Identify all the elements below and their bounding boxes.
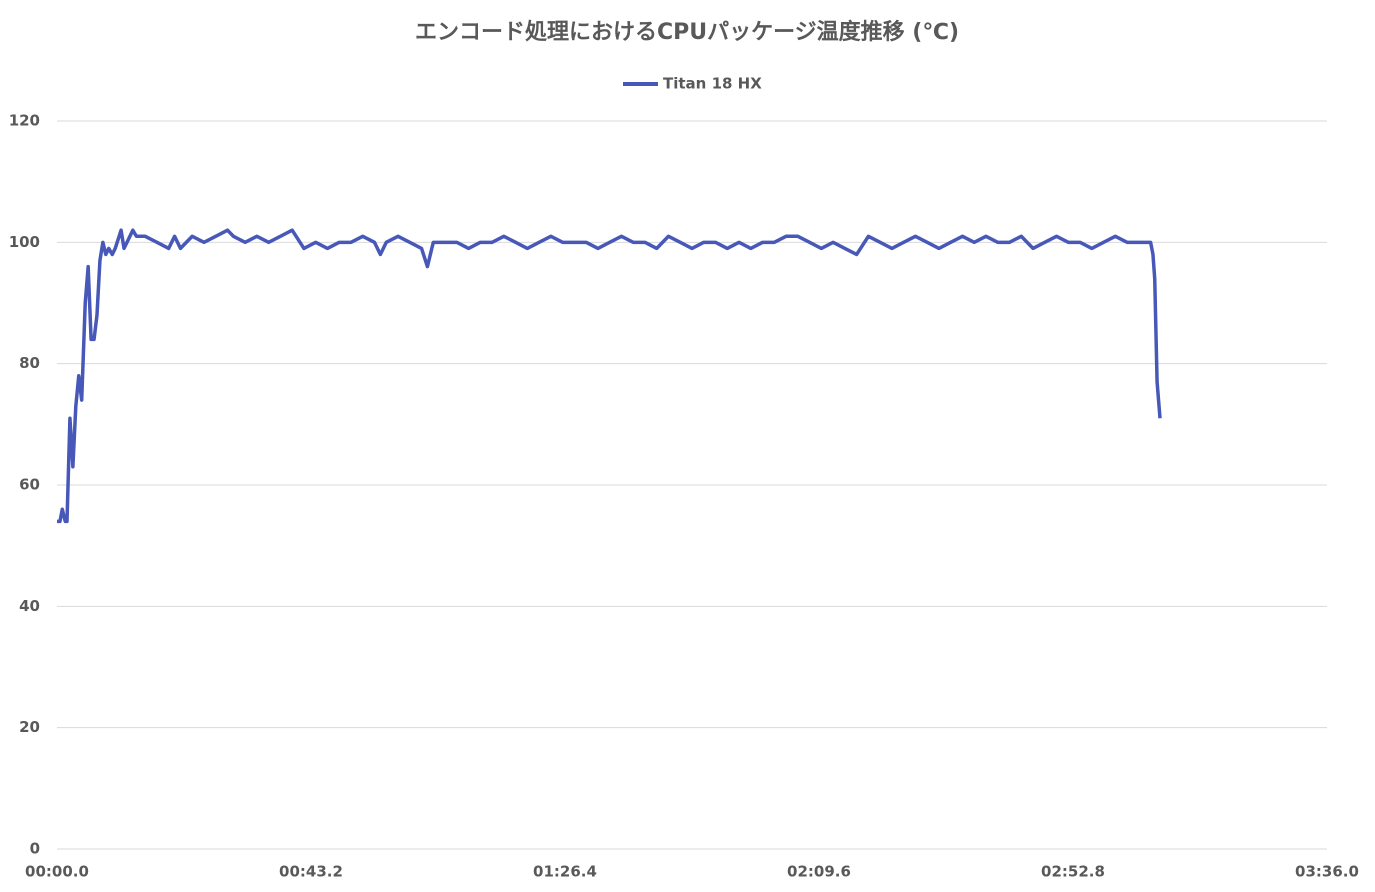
series-line	[57, 228, 1162, 524]
chart-title: エンコード処理におけるCPUパッケージ温度推移 (℃)	[415, 19, 959, 45]
y-tick-label: 60	[19, 476, 40, 494]
y-tick-label: 0	[30, 840, 40, 858]
legend-label: Titan 18 HX	[663, 75, 762, 93]
x-tick-label: 03:36.0	[1295, 863, 1359, 881]
x-tick-label: 00:00.0	[25, 863, 89, 881]
x-tick-label: 02:09.6	[787, 863, 851, 881]
y-tick-label: 120	[9, 112, 40, 130]
x-tick-label: 02:52.8	[1041, 863, 1105, 881]
x-tick-label: 00:43.2	[279, 863, 343, 881]
y-tick-label: 20	[19, 718, 40, 736]
y-tick-label: 100	[9, 233, 40, 251]
y-tick-label: 80	[19, 354, 40, 372]
y-tick-label: 40	[19, 597, 40, 615]
x-tick-label: 01:26.4	[533, 863, 597, 881]
